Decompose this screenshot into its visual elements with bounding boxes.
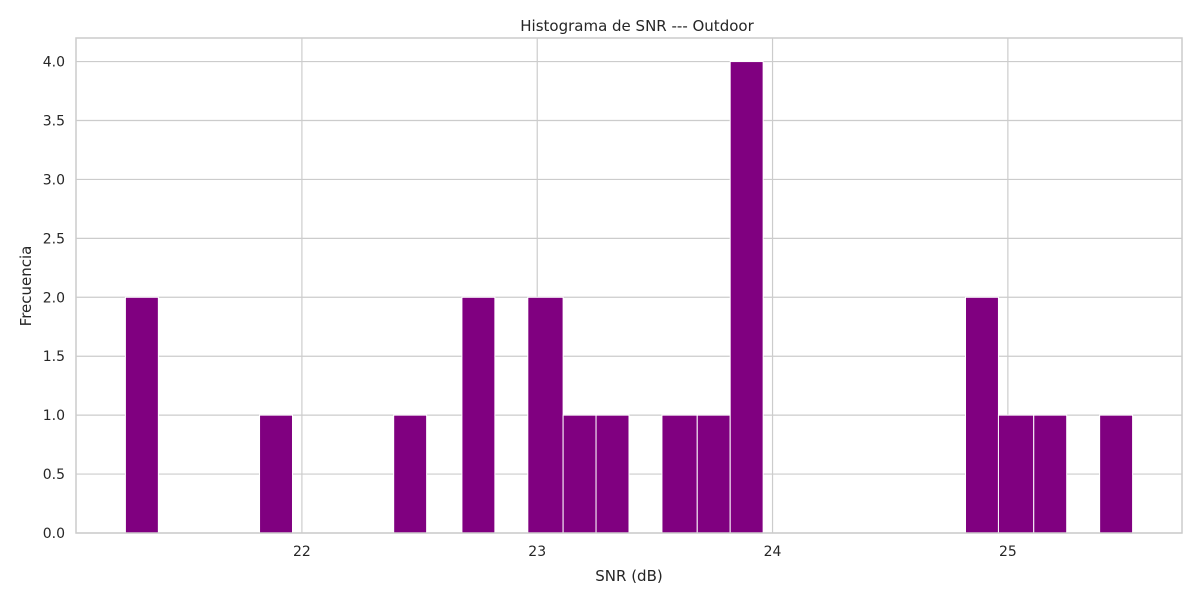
histogram-bar xyxy=(1099,414,1134,534)
histogram-bar xyxy=(527,296,564,534)
histogram-bar xyxy=(965,296,999,534)
histogram-bar xyxy=(595,414,630,534)
plot-frame xyxy=(75,37,1183,534)
y-tick-label: 1.0 xyxy=(43,408,65,424)
x-tick-label: 24 xyxy=(764,544,782,560)
x-tick-labels: 22 23 24 25 xyxy=(293,544,1017,560)
x-tick-label: 22 xyxy=(293,544,311,560)
histogram-bar xyxy=(393,414,428,534)
x-axis-label: SNR (dB) xyxy=(595,567,662,585)
y-tick-label: 3.5 xyxy=(43,114,65,130)
histogram-bar xyxy=(696,414,731,534)
bars-layer xyxy=(124,61,1134,534)
y-tick-label: 3.0 xyxy=(43,172,65,188)
y-tick-label: 0.5 xyxy=(43,467,65,483)
histogram-bar xyxy=(729,61,764,534)
histogram-bar xyxy=(461,296,496,534)
y-tick-label: 2.0 xyxy=(43,290,65,306)
y-tick-label: 2.5 xyxy=(43,231,65,247)
chart-title: Histograma de SNR --- Outdoor xyxy=(520,17,754,35)
histogram-bar xyxy=(997,414,1035,534)
histogram-bar xyxy=(661,414,698,534)
histogram-bar xyxy=(1033,414,1068,534)
y-tick-label: 1.5 xyxy=(43,349,65,365)
histogram-bar xyxy=(259,414,293,534)
y-axis-label: Frecuencia xyxy=(17,246,35,327)
x-tick-label: 25 xyxy=(999,544,1017,560)
histogram-bar xyxy=(124,296,159,534)
y-tick-label: 0.0 xyxy=(43,526,65,542)
y-tick-label: 4.0 xyxy=(43,55,65,71)
histogram-bar xyxy=(562,414,597,534)
x-tick-label: 23 xyxy=(528,544,546,560)
y-tick-labels: 0.0 0.5 1.0 1.5 2.0 2.5 3.0 3.5 4.0 xyxy=(43,55,65,542)
